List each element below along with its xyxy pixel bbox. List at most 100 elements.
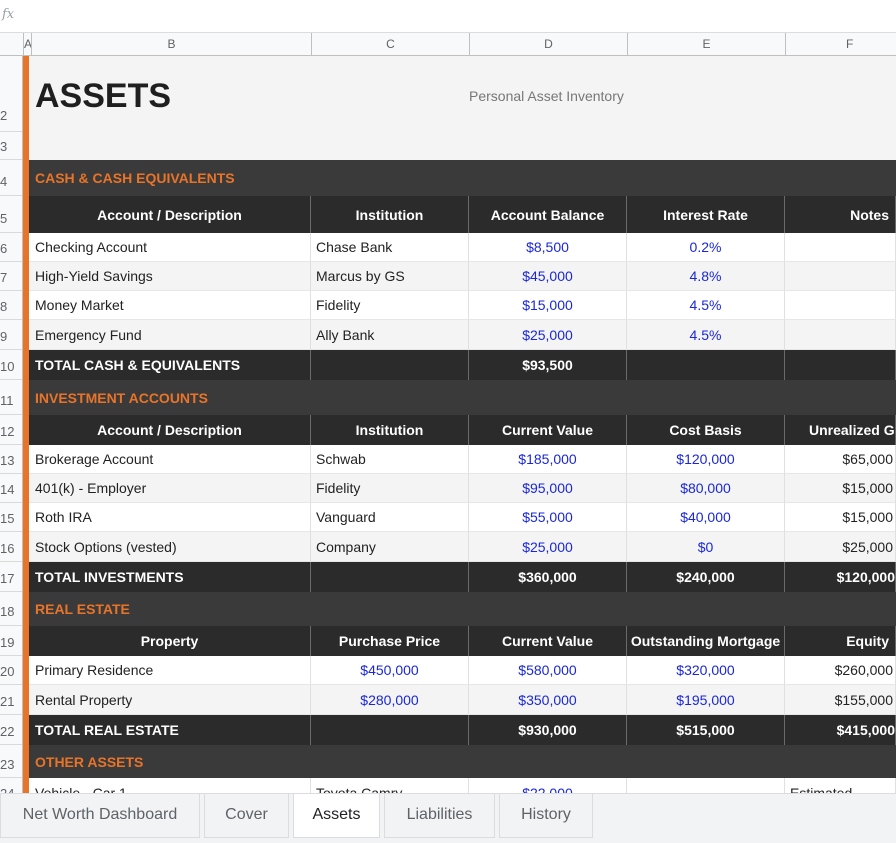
table-cell[interactable] [627, 778, 785, 793]
column-label[interactable]: Current Value [469, 626, 627, 656]
column-header-d[interactable]: D [469, 33, 627, 55]
column-header-c[interactable]: C [311, 33, 469, 55]
column-label[interactable]: Institution [311, 196, 469, 233]
row-header[interactable]: 8 [0, 291, 22, 320]
table-cell[interactable]: Vanguard [311, 503, 469, 532]
table-cell[interactable]: $260,000 [785, 656, 896, 685]
table-cell[interactable] [785, 320, 896, 350]
row-header[interactable]: 2 [0, 56, 22, 132]
row-header[interactable]: 3 [0, 132, 22, 160]
column-header-f[interactable]: F [785, 33, 896, 55]
table-cell[interactable]: $185,000 [469, 445, 627, 474]
sheet-grid[interactable]: ASSETS Personal Asset Inventory CASH & C… [23, 56, 896, 793]
table-cell[interactable]: Ally Bank [311, 320, 469, 350]
table-cell[interactable]: $0 [627, 532, 785, 562]
row-header[interactable]: 11 [0, 380, 22, 415]
table-cell[interactable] [785, 262, 896, 291]
total-label[interactable]: TOTAL CASH & EQUIVALENTS [29, 350, 311, 380]
table-cell[interactable]: $120,000 [627, 445, 785, 474]
column-label[interactable]: Account / Description [29, 196, 311, 233]
column-label[interactable]: Cost Basis [627, 415, 785, 445]
column-label[interactable]: Purchase Price [311, 626, 469, 656]
column-label[interactable]: Notes [785, 196, 896, 233]
total-label[interactable]: TOTAL INVESTMENTS [29, 562, 311, 592]
row-header[interactable]: 13 [0, 445, 22, 474]
column-label[interactable]: Institution [311, 415, 469, 445]
table-cell[interactable]: Rental Property [29, 685, 311, 715]
column-label[interactable]: Outstanding Mortgage [627, 626, 785, 656]
table-cell[interactable]: Schwab [311, 445, 469, 474]
table-cell[interactable]: $25,000 [469, 532, 627, 562]
table-cell[interactable]: 4.5% [627, 291, 785, 320]
table-cell[interactable] [785, 233, 896, 262]
total-cell[interactable] [311, 350, 469, 380]
column-label[interactable]: Interest Rate [627, 196, 785, 233]
table-cell[interactable]: $8,500 [469, 233, 627, 262]
section-header-other[interactable]: OTHER ASSETS [29, 745, 896, 778]
tab-history[interactable]: History [499, 794, 593, 838]
total-cell[interactable]: $93,500 [469, 350, 627, 380]
table-cell[interactable]: $22,000 [469, 778, 627, 793]
row-header[interactable]: 22 [0, 715, 22, 745]
row-header[interactable]: 20 [0, 656, 22, 685]
table-cell[interactable]: $320,000 [627, 656, 785, 685]
table-cell[interactable]: Marcus by GS [311, 262, 469, 291]
column-label[interactable]: Account / Description [29, 415, 311, 445]
column-label[interactable]: Property [29, 626, 311, 656]
total-cell[interactable]: $515,000 [627, 715, 785, 745]
table-cell[interactable]: $25,000 [785, 532, 896, 562]
total-cell[interactable] [311, 562, 469, 592]
table-cell[interactable] [785, 291, 896, 320]
table-cell[interactable]: $450,000 [311, 656, 469, 685]
table-cell[interactable]: 0.2% [627, 233, 785, 262]
row-header[interactable]: 9 [0, 320, 22, 350]
total-cell[interactable] [311, 715, 469, 745]
row-header[interactable]: 17 [0, 562, 22, 592]
table-cell[interactable]: Vehicle - Car 1 [29, 778, 311, 793]
section-header-investments[interactable]: INVESTMENT ACCOUNTS [29, 380, 896, 415]
column-header-a[interactable]: A [23, 33, 32, 55]
row-header[interactable]: 14 [0, 474, 22, 503]
page-subtitle[interactable]: Personal Asset Inventory [469, 88, 624, 104]
table-cell[interactable]: $580,000 [469, 656, 627, 685]
row-header[interactable]: 21 [0, 685, 22, 715]
column-header-e[interactable]: E [627, 33, 785, 55]
table-cell[interactable]: Toyota Camry [311, 778, 469, 793]
table-cell[interactable]: Emergency Fund [29, 320, 311, 350]
table-cell[interactable]: $55,000 [469, 503, 627, 532]
table-cell[interactable]: Estimated [785, 778, 896, 793]
row-header[interactable]: 19 [0, 626, 22, 656]
table-cell[interactable]: Fidelity [311, 291, 469, 320]
table-cell[interactable]: $350,000 [469, 685, 627, 715]
column-label[interactable]: Equity [785, 626, 896, 656]
row-header[interactable]: 6 [0, 233, 22, 262]
row-header[interactable]: 5 [0, 196, 22, 233]
table-cell[interactable]: $80,000 [627, 474, 785, 503]
tab-assets[interactable]: Assets [293, 794, 380, 838]
table-cell[interactable]: 401(k) - Employer [29, 474, 311, 503]
formula-bar[interactable]: fx [0, 0, 896, 33]
tab-net-worth-dashboard[interactable]: Net Worth Dashboard [0, 794, 200, 838]
table-cell[interactable]: $25,000 [469, 320, 627, 350]
table-cell[interactable]: $40,000 [627, 503, 785, 532]
table-cell[interactable]: $45,000 [469, 262, 627, 291]
section-header-real-estate[interactable]: REAL ESTATE [29, 592, 896, 626]
row-header[interactable]: 7 [0, 262, 22, 291]
table-cell[interactable]: Checking Account [29, 233, 311, 262]
column-label[interactable]: Account Balance [469, 196, 627, 233]
table-cell[interactable]: High-Yield Savings [29, 262, 311, 291]
tab-liabilities[interactable]: Liabilities [384, 794, 495, 838]
table-cell[interactable]: Primary Residence [29, 656, 311, 685]
row-header[interactable]: 16 [0, 532, 22, 562]
table-cell[interactable]: $280,000 [311, 685, 469, 715]
table-cell[interactable]: Brokerage Account [29, 445, 311, 474]
total-cell[interactable]: $120,000 [785, 562, 896, 592]
total-cell[interactable] [785, 350, 896, 380]
table-cell[interactable]: 4.5% [627, 320, 785, 350]
table-cell[interactable]: $15,000 [469, 291, 627, 320]
row-header[interactable]: 12 [0, 415, 22, 445]
table-cell[interactable]: Fidelity [311, 474, 469, 503]
row-header[interactable]: 18 [0, 592, 22, 626]
total-cell[interactable]: $930,000 [469, 715, 627, 745]
column-label[interactable]: Current Value [469, 415, 627, 445]
